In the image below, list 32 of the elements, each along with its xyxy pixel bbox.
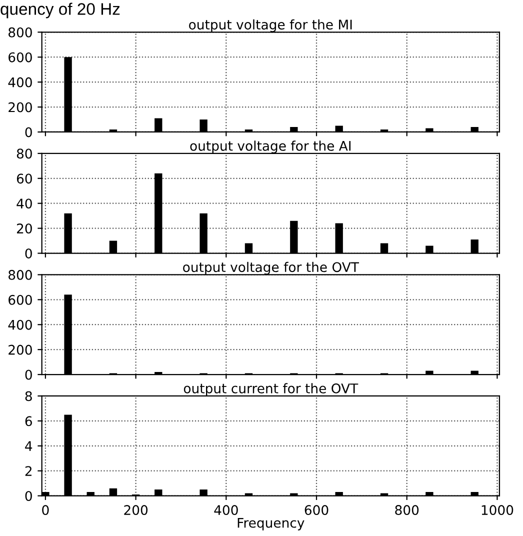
y-tick-label: 200: [8, 102, 32, 112]
y-tick-label: 80: [16, 148, 32, 159]
chart-title: output voltage for the AI: [190, 140, 351, 154]
y-tick-label: 0: [25, 248, 32, 258]
x-tick-label: 400: [214, 505, 238, 516]
y-tick-label: 0: [25, 127, 32, 138]
y-tick-label: 200: [8, 344, 32, 355]
y-tick-label: 40: [16, 198, 32, 209]
y-tick-label: 20: [16, 224, 32, 234]
x-axis-title: Frequency: [238, 518, 304, 530]
y-tick-label: 2: [25, 466, 32, 476]
y-tick-label: 600: [8, 294, 32, 305]
y-tick-label: 4: [25, 441, 32, 451]
x-tick-label: 1000: [482, 505, 514, 516]
text: quency of 20 Hz: [0, 2, 120, 18]
y-tick-label: 0: [25, 370, 32, 380]
y-tick-label: 800: [8, 27, 32, 38]
y-tick-label: 60: [16, 174, 32, 184]
x-tick-label: 600: [304, 505, 328, 516]
chart-title: output voltage for the MI: [189, 19, 352, 32]
y-tick-label: 6: [25, 416, 32, 426]
chart-title: output current for the OVT: [184, 383, 358, 396]
y-tick-label: 8: [25, 391, 32, 402]
x-tick-label: 0: [42, 505, 49, 516]
x-tick-label: 800: [395, 505, 419, 516]
y-tick-label: 0: [25, 491, 32, 501]
y-tick-label: 400: [8, 320, 32, 330]
y-tick-label: 400: [8, 77, 32, 88]
x-tick-label: 200: [124, 505, 148, 516]
y-tick-label: 600: [8, 52, 32, 62]
chart-title: output voltage for the OVT: [183, 262, 360, 275]
y-tick-label: 800: [8, 270, 32, 280]
